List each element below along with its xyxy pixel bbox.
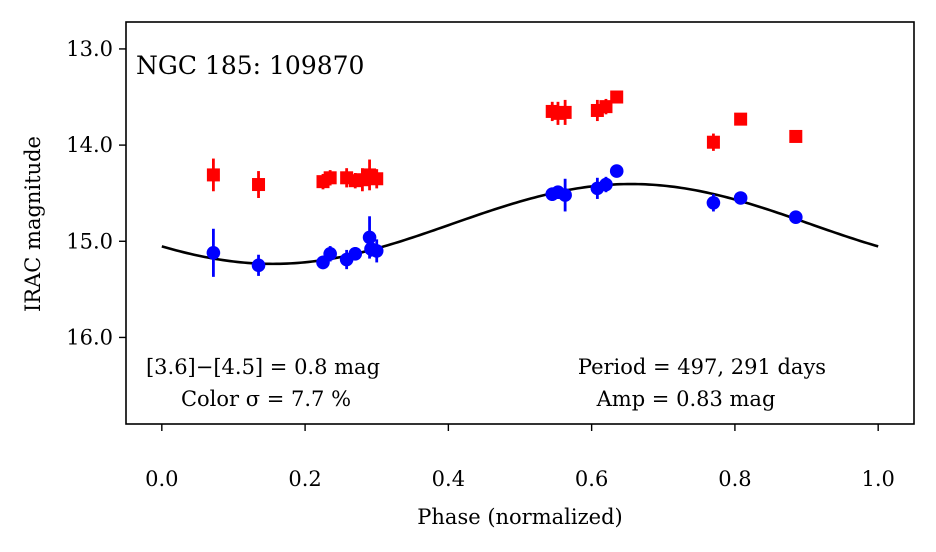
color-annotation-line1: [3.6]−[4.5] = 0.8 mag [146, 355, 380, 379]
data-point-red-square [789, 129, 803, 143]
chart-title: NGC 185: 109870 [136, 51, 364, 80]
data-point-red-square [610, 90, 624, 104]
x-tick-label: 0.0 [145, 467, 178, 491]
data-point-red-square [370, 172, 384, 186]
amp-annotation: Amp = 0.83 mag [596, 387, 776, 411]
data-point-red-square [323, 171, 337, 185]
data-points-layer [206, 90, 803, 277]
y-tick-label: 14.0 [66, 133, 113, 157]
y-axis-label: IRAC magnitude [21, 136, 45, 312]
x-axis-label: Phase (normalized) [417, 505, 622, 529]
data-point-blue-circle [206, 246, 221, 260]
x-tick-label: 0.8 [718, 467, 751, 491]
data-point-red-square [206, 168, 220, 182]
data-point-red-square [599, 100, 613, 114]
x-tick-label: 0.4 [432, 467, 465, 491]
data-point-blue-circle [706, 196, 721, 210]
plot-frame [125, 21, 915, 425]
data-point-blue-circle [369, 244, 384, 258]
data-point-blue-circle [599, 177, 613, 192]
x-tick-label: 0.6 [575, 467, 608, 491]
x-tick-label: 1.0 [861, 467, 894, 491]
data-point-blue-circle [348, 246, 363, 261]
color-annotation-line2: Color σ = 7.7 % [181, 387, 351, 411]
data-point-red-square [734, 112, 748, 126]
fit-curve-layer [161, 182, 879, 266]
y-tick-label: 15.0 [66, 229, 113, 253]
data-point-blue-circle [789, 210, 803, 225]
data-point-blue-circle [733, 191, 748, 205]
y-tick-label: 16.0 [66, 325, 113, 349]
data-point-red-square [558, 105, 572, 119]
y-ticks: 13.0 14.0 15.0 16.0 [66, 37, 126, 349]
data-point-red-square [252, 178, 266, 192]
data-point-blue-circle [251, 258, 266, 273]
data-point-blue-circle [362, 230, 377, 245]
y-tick-label: 13.0 [66, 37, 113, 61]
data-point-red-square [706, 135, 720, 149]
data-point-blue-circle [609, 164, 624, 178]
data-point-blue-circle [323, 246, 337, 261]
data-point-blue-circle [558, 188, 572, 202]
x-ticks: 0.0 0.2 0.4 0.6 0.8 1.0 [145, 424, 895, 491]
period-annotation: Period = 497, 291 days [578, 355, 826, 379]
x-tick-label: 0.2 [288, 467, 321, 491]
fit-curve-line [161, 182, 879, 266]
